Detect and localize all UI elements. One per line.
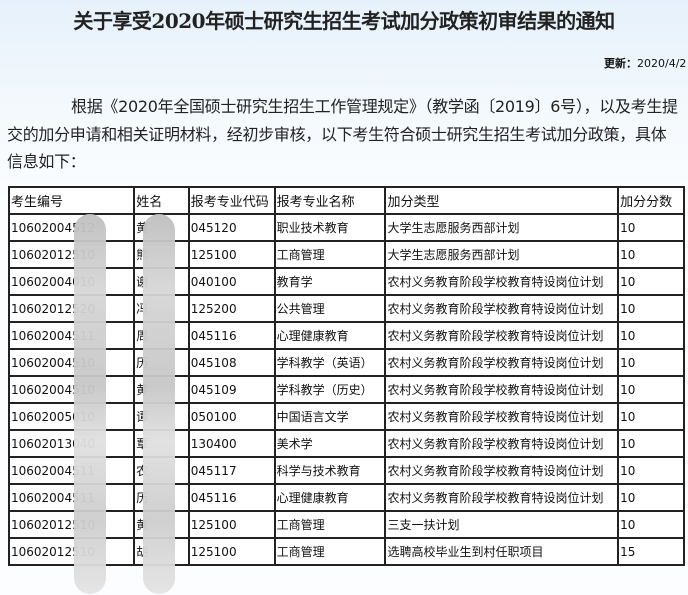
- table-row: 10602012510熊125100工商管理大学生志愿服务西部计划10: [7, 240, 685, 269]
- header-bonus-type: 加分类型: [384, 186, 620, 215]
- cell-bonus-type: 农村义务教育阶段学校教育特设岗位计划: [384, 348, 620, 377]
- cell-major-code: 045116: [187, 483, 276, 512]
- privacy-blur-id: [74, 214, 106, 594]
- table-row: 10602013040覃130400美术学农村义务教育阶段学校教育特设岗位计划1…: [7, 429, 685, 458]
- table-row: 10602004510黄045109学科教学（历史）农村义务教育阶段学校教育特设…: [7, 375, 685, 404]
- cell-major-code: 045117: [187, 456, 276, 485]
- cell-bonus-type: 大学生志愿服务西部计划: [384, 240, 620, 269]
- notice-paragraph: 根据《2020年全国硕士研究生招生工作管理规定》（教学函〔2019〕6号），以及…: [7, 97, 678, 171]
- cell-major-name: 工商管理: [273, 510, 387, 539]
- update-date: 更新：2020/4/2: [604, 55, 686, 71]
- cell-major-code: 050100: [187, 402, 276, 431]
- cell-bonus-score: 10: [617, 240, 685, 269]
- cell-bonus-score: 10: [617, 267, 685, 296]
- cell-exam-id: 10602004511: [7, 456, 136, 485]
- cell-major-code: 125100: [187, 537, 276, 566]
- cell-bonus-score: 10: [617, 321, 685, 350]
- privacy-blur-name: [143, 214, 175, 594]
- cell-major-code: 040100: [187, 267, 276, 296]
- table-row: 10602004512黄045120职业技术教育大学生志愿服务西部计划10: [7, 213, 685, 242]
- cell-bonus-score: 10: [617, 456, 685, 485]
- header-major-name: 报考专业名称: [273, 186, 387, 215]
- cell-major-code: 125200: [187, 294, 276, 323]
- cell-bonus-type: 农村义务教育阶段学校教育特设岗位计划: [384, 267, 620, 296]
- cell-major-name: 心理健康教育: [273, 483, 387, 512]
- cell-bonus-type: 大学生志愿服务西部计划: [384, 213, 620, 242]
- cell-bonus-score: 10: [617, 294, 685, 323]
- cell-major-name: 学科教学（英语）: [273, 348, 387, 377]
- cell-bonus-type: 农村义务教育阶段学校教育特设岗位计划: [384, 483, 620, 512]
- cell-major-name: 美术学: [273, 429, 387, 458]
- table-row: 10602004010谢040100教育学农村义务教育阶段学校教育特设岗位计划1…: [7, 267, 685, 296]
- cell-bonus-score: 10: [617, 348, 685, 377]
- cell-exam-id: 10602013040: [7, 429, 136, 458]
- cell-bonus-type: 农村义务教育阶段学校教育特设岗位计划: [384, 402, 620, 431]
- cell-bonus-score: 10: [617, 375, 685, 404]
- table-row: 10602004510历045108学科教学（英语）农村义务教育阶段学校教育特设…: [7, 348, 685, 377]
- header-major-code: 报考专业代码: [187, 186, 276, 215]
- results-table: 考生编号姓名报考专业代码报考专业名称加分类型加分分数10602004512黄04…: [7, 186, 685, 566]
- cell-major-name: 中国语言文学: [273, 402, 387, 431]
- cell-bonus-score: 10: [617, 429, 685, 458]
- cell-major-name: 学科教学（历史）: [273, 375, 387, 404]
- cell-bonus-type: 农村义务教育阶段学校教育特设岗位计划: [384, 294, 620, 323]
- cell-bonus-type: 农村义务教育阶段学校教育特设岗位计划: [384, 429, 620, 458]
- cell-major-name: 公共管理: [273, 294, 387, 323]
- cell-major-code: 045120: [187, 213, 276, 242]
- cell-major-name: 心理健康教育: [273, 321, 387, 350]
- cell-exam-id: 10602012510: [7, 510, 136, 539]
- cell-bonus-type: 农村义务教育阶段学校教育特设岗位计划: [384, 456, 620, 485]
- page-title: 关于享受2020年硕士研究生招生考试加分政策初审结果的通知: [73, 9, 615, 33]
- cell-bonus-type: 选聘高校毕业生到村任职项目: [384, 537, 620, 566]
- cell-major-code: 045109: [187, 375, 276, 404]
- cell-bonus-type: 农村义务教育阶段学校教育特设岗位计划: [384, 375, 620, 404]
- table-row: 10602012520冯125200公共管理农村义务教育阶段学校教育特设岗位计划…: [7, 294, 685, 323]
- cell-bonus-score: 10: [617, 510, 685, 539]
- cell-major-code: 125100: [187, 510, 276, 539]
- cell-bonus-score: 10: [617, 402, 685, 431]
- cell-bonus-type: 三支一扶计划: [384, 510, 620, 539]
- cell-major-code: 045108: [187, 348, 276, 377]
- cell-major-name: 科学与技术教育: [273, 456, 387, 485]
- cell-exam-id: 10602004512: [7, 213, 136, 242]
- table-row: 10602012510胡125100工商管理选聘高校毕业生到村任职项目15: [7, 537, 685, 566]
- cell-major-code: 125100: [187, 240, 276, 269]
- header-exam-id: 考生编号: [7, 186, 136, 215]
- table-row: 10602004511周045116心理健康教育农村义务教育阶段学校教育特设岗位…: [7, 321, 685, 350]
- cell-bonus-score: 10: [617, 213, 685, 242]
- table-header-row: 考生编号 姓名 报考专业代码 报考专业名称 加分类型 加分分数: [7, 186, 685, 215]
- cell-major-code: 130400: [187, 429, 276, 458]
- table-row: 10602004511历045116心理健康教育农村义务教育阶段学校教育特设岗位…: [7, 483, 685, 512]
- update-label: 更新：: [604, 57, 637, 70]
- table-row: 10602012510黄125100工商管理三支一扶计划10: [7, 510, 685, 539]
- table-row: 10602005010谭050100中国语言文学农村义务教育阶段学校教育特设岗位…: [7, 402, 685, 431]
- table-row: 10602004511农045117科学与技术教育农村义务教育阶段学校教育特设岗…: [7, 456, 685, 485]
- cell-major-name: 工商管理: [273, 240, 387, 269]
- cell-exam-id: 10602012510: [7, 240, 136, 269]
- header-bonus-score: 加分分数: [617, 186, 685, 215]
- cell-exam-id: 10602004511: [7, 483, 136, 512]
- update-value: 2020/4/2: [637, 57, 687, 70]
- cell-exam-id: 10602004510: [7, 348, 136, 377]
- cell-exam-id: 10602012510: [7, 537, 136, 566]
- cell-exam-id: 10602004511: [7, 321, 136, 350]
- cell-exam-id: 10602012520: [7, 294, 136, 323]
- cell-exam-id: 10602004510: [7, 375, 136, 404]
- cell-major-name: 工商管理: [273, 537, 387, 566]
- cell-bonus-score: 10: [617, 483, 685, 512]
- header-name: 姓名: [133, 186, 190, 215]
- cell-major-code: 045116: [187, 321, 276, 350]
- cell-bonus-score: 15: [617, 537, 685, 566]
- cell-major-name: 职业技术教育: [273, 213, 387, 242]
- cell-exam-id: 10602005010: [7, 402, 136, 431]
- cell-major-name: 教育学: [273, 267, 387, 296]
- cell-exam-id: 10602004010: [7, 267, 136, 296]
- cell-bonus-type: 农村义务教育阶段学校教育特设岗位计划: [384, 321, 620, 350]
